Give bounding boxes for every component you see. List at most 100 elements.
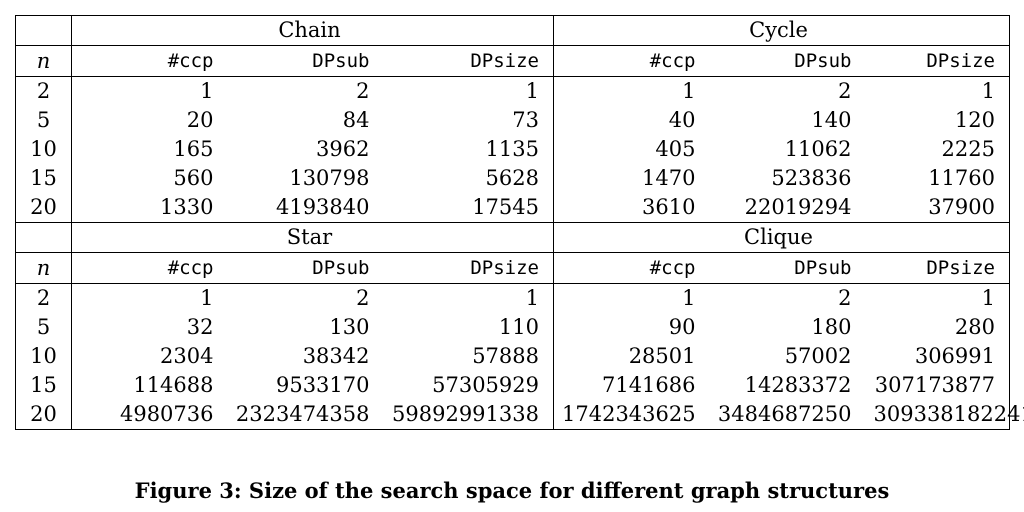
table-cell: 1742343625	[553, 400, 710, 430]
table-cell: 90	[553, 313, 710, 342]
table-cell: 57888	[472, 344, 539, 368]
table-cell: 22019294	[744, 195, 852, 219]
table-cell: 4193840	[275, 195, 370, 219]
group-header-chain: Chain	[71, 15, 554, 46]
table-cell: 11760	[865, 164, 1010, 193]
table-row: 15 114688 9533170 57305929 7141686 14283372 30…	[15, 371, 1010, 400]
column-header-ccp: #ccp	[71, 45, 228, 77]
table-cell: 20	[71, 106, 228, 135]
table-cell: 2	[356, 286, 370, 310]
table-cell: 307173877	[865, 371, 1010, 400]
column-header-dpsize: DPsize	[865, 252, 1010, 284]
table-cell: 1	[553, 283, 710, 313]
table-cell: 1470	[553, 164, 710, 193]
table-cell: 32	[71, 313, 228, 342]
table-row: 20 4980736 2323474358 59892991338 1742343625…	[15, 400, 1024, 430]
table-cell: 5628	[485, 166, 539, 190]
table-cell: 11062	[784, 137, 852, 161]
table-cell: 309338182241	[865, 400, 1024, 430]
n-value-cell: 5	[15, 313, 72, 342]
n-column-header: n	[15, 252, 72, 284]
table-cell: 3962	[316, 137, 370, 161]
column-header-ccp: #ccp	[553, 252, 710, 284]
group-header-cycle: Cycle	[553, 15, 1010, 46]
column-header-row: n #ccp DPsub DPsize #ccp DPsub DPsize	[15, 45, 1010, 77]
table-cell: 2323474358	[227, 400, 384, 430]
n-value-cell: 15	[15, 371, 72, 400]
table-cell: 57305929	[432, 373, 539, 397]
table-cell: 306991	[865, 342, 1010, 371]
table-cell: 17545	[472, 195, 539, 219]
column-header-dpsub: DPsub	[709, 45, 866, 77]
n-value-cell: 10	[15, 342, 72, 371]
table-row: 10 2304 38342 57888 28501 57002 306991	[15, 342, 1010, 371]
table-row: 20 1330 4193840 17545 3610 22019294 37900	[15, 193, 1010, 223]
table-cell: 4980736	[71, 400, 228, 430]
table-cell: 57002	[784, 344, 852, 368]
table-cell: 114688	[71, 371, 228, 400]
table-cell: 1	[553, 76, 710, 106]
table-cell: 14283372	[744, 373, 852, 397]
table-cell: 1330	[71, 193, 228, 223]
column-header-row: n #ccp DPsub DPsize #ccp DPsub DPsize	[15, 252, 1010, 284]
table-cell: 1	[865, 283, 1010, 313]
n-value-cell: 5	[15, 106, 72, 135]
table-cell: 1	[71, 76, 228, 106]
table-cell: 2	[838, 79, 852, 103]
table-cell: 2	[838, 286, 852, 310]
table-cell: 38342	[302, 344, 370, 368]
table-cell: 1	[525, 286, 539, 310]
table-cell: 28501	[553, 342, 710, 371]
ccp-label: #ccp	[167, 257, 214, 279]
table-cell: 7141686	[553, 371, 710, 400]
table-cell: 165	[71, 135, 228, 164]
table-cell: 37900	[865, 193, 1010, 223]
table-cell: 73	[512, 108, 539, 132]
empty-corner-cell	[15, 15, 72, 46]
column-header-dpsub: DPsub	[227, 252, 384, 284]
n-value-cell: 20	[15, 193, 72, 223]
table-cell: 180	[811, 315, 852, 339]
table-cell: 1	[865, 76, 1010, 106]
table-row: 5 20 84 73 40 140 120	[15, 106, 1010, 135]
group-header-row: Chain Cycle	[15, 15, 1010, 46]
ccp-label: #ccp	[649, 257, 696, 279]
table-cell: 3484687250	[709, 400, 866, 430]
table-row: 5 32 130 110 90 180 280	[15, 313, 1010, 342]
table-cell: 1	[71, 283, 228, 313]
table-row: 15 560 130798 5628 1470 523836 11760	[15, 164, 1010, 193]
table-cell: 2	[356, 79, 370, 103]
column-header-dpsize: DPsize	[383, 252, 554, 284]
table-cell: 1	[525, 79, 539, 103]
search-space-table: Chain Cycle n #ccp DPsub DPsize #ccp DPsub DPsiz…	[15, 15, 1024, 430]
column-header-dpsize: DPsize	[383, 45, 554, 77]
table-cell: 140	[811, 108, 852, 132]
table-cell: 59892991338	[383, 400, 554, 430]
table-cell: 9533170	[275, 373, 370, 397]
group-header-row: Star Clique	[15, 222, 1010, 253]
table-cell: 2304	[71, 342, 228, 371]
group-header-clique: Clique	[553, 222, 1010, 253]
table-cell: 40	[553, 106, 710, 135]
column-header-dpsub: DPsub	[709, 252, 866, 284]
ccp-label: #ccp	[167, 50, 214, 72]
ccp-label: #ccp	[649, 50, 696, 72]
table-cell: 3610	[553, 193, 710, 223]
table-cell: 120	[865, 106, 1010, 135]
n-value-cell: 2	[15, 283, 72, 313]
n-column-header: n	[15, 45, 72, 77]
table-cell: 523836	[771, 166, 852, 190]
table-cell: 280	[865, 313, 1010, 342]
n-value-cell: 15	[15, 164, 72, 193]
table-cell: 405	[553, 135, 710, 164]
table-cell: 110	[498, 315, 539, 339]
n-value-cell: 20	[15, 400, 72, 430]
n-value-cell: 2	[15, 76, 72, 106]
table-cell: 2225	[865, 135, 1010, 164]
column-header-ccp: #ccp	[71, 252, 228, 284]
column-header-dpsub: DPsub	[227, 45, 384, 77]
column-header-ccp: #ccp	[553, 45, 710, 77]
table-cell: 130	[329, 315, 370, 339]
